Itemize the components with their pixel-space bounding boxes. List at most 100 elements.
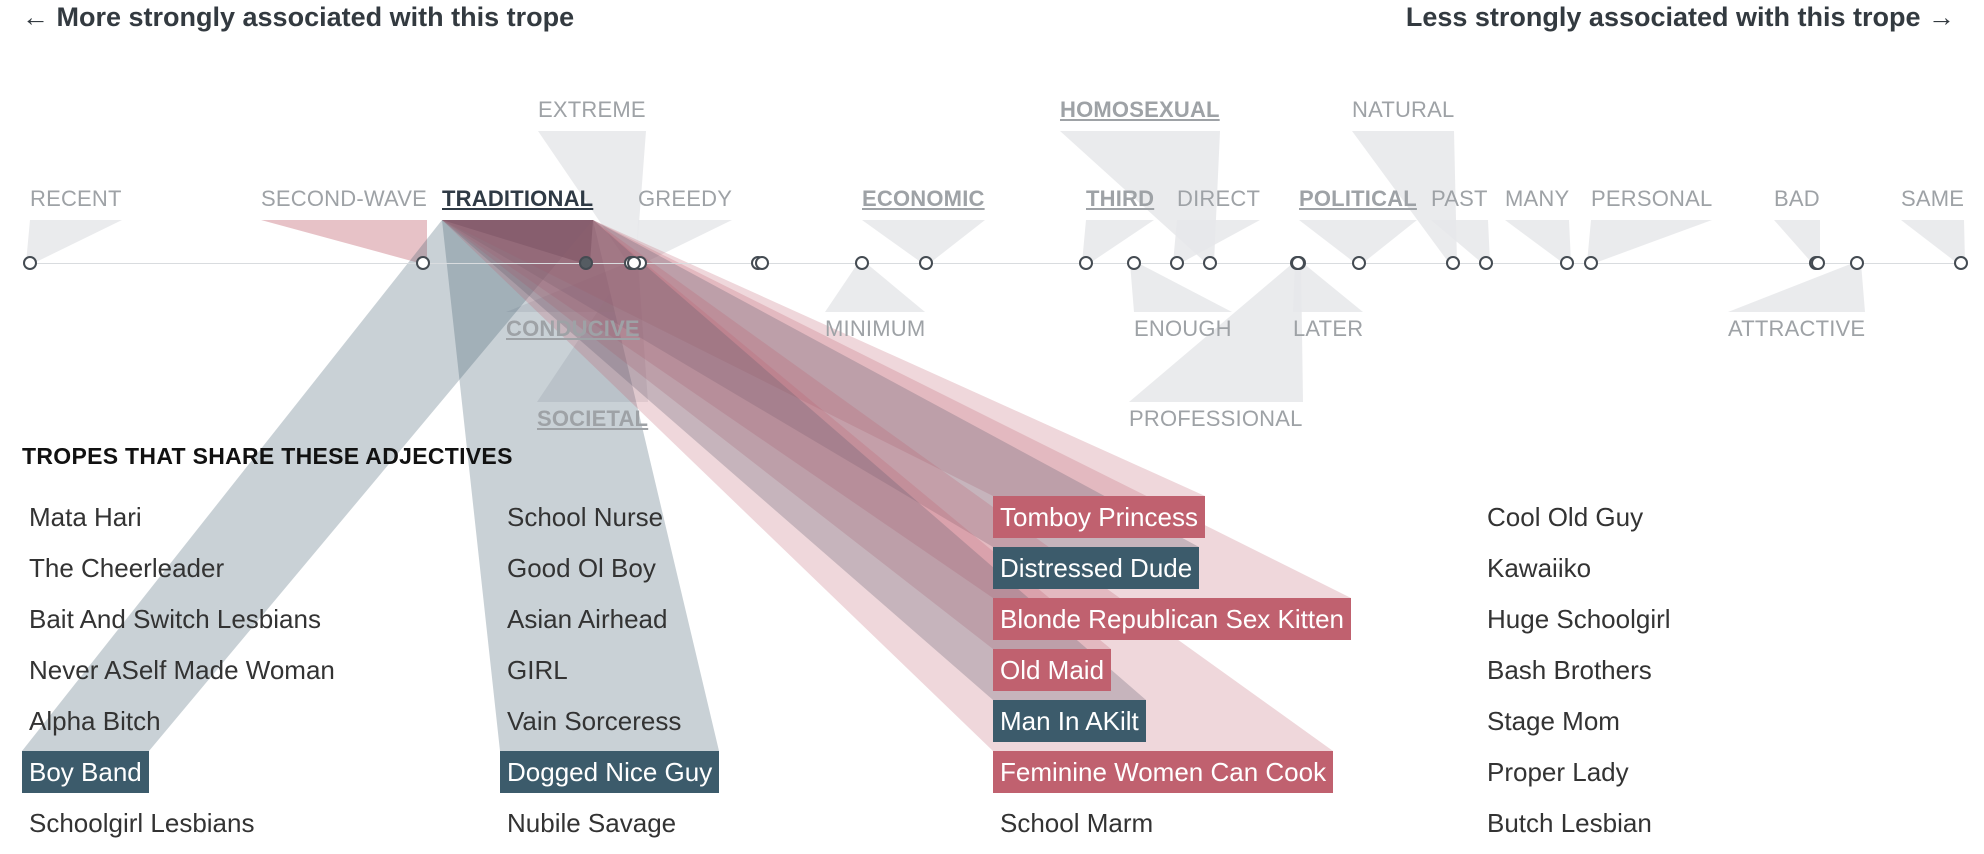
trope-item[interactable]: School Marm bbox=[1000, 808, 1154, 838]
wedge-extreme bbox=[538, 131, 646, 263]
trope-item[interactable]: Asian Airhead bbox=[507, 604, 668, 634]
adjective-dot[interactable] bbox=[1352, 256, 1366, 270]
adjective-dot[interactable] bbox=[1291, 256, 1305, 270]
trope-item[interactable]: Nubile Savage bbox=[507, 808, 677, 838]
adjective-dot[interactable] bbox=[1584, 256, 1598, 270]
wedge-later bbox=[1293, 263, 1363, 312]
trope-item[interactable]: GIRL bbox=[507, 655, 568, 685]
adjective-professional[interactable]: PROFESSIONAL bbox=[1129, 406, 1303, 431]
ribbon-blue bbox=[22, 220, 593, 751]
adjective-dot[interactable] bbox=[1127, 256, 1141, 270]
adjective-attractive[interactable]: ATTRACTIVE bbox=[1728, 316, 1866, 341]
wedge-attractive bbox=[1728, 263, 1865, 312]
wedge-traditional bbox=[442, 220, 593, 263]
trope-item[interactable]: Vain Sorceress bbox=[507, 706, 682, 736]
trope-item[interactable]: Kawaiiko bbox=[1487, 553, 1592, 583]
wedge-recent bbox=[26, 220, 122, 263]
trope-item[interactable]: Bait And Switch Lesbians bbox=[29, 604, 321, 634]
wedge-greedy bbox=[636, 220, 732, 263]
trope-item[interactable]: Dogged Nice Guy bbox=[500, 751, 720, 793]
trope-item[interactable]: Stage Mom bbox=[1487, 706, 1620, 736]
trope-item[interactable]: Bash Brothers bbox=[1487, 655, 1652, 685]
adjective-personal[interactable]: PERSONAL bbox=[1591, 186, 1713, 211]
wedge-economic bbox=[862, 220, 985, 263]
adjective-dot[interactable] bbox=[23, 256, 37, 270]
adjective-dot[interactable] bbox=[416, 256, 430, 270]
adjective-third[interactable]: THIRD bbox=[1086, 186, 1155, 211]
adjective-dot[interactable] bbox=[1170, 256, 1184, 270]
trope-item[interactable]: Huge Schoolgirl bbox=[1487, 604, 1671, 634]
wedge-natural bbox=[1352, 131, 1457, 263]
label-wedges bbox=[26, 131, 1965, 402]
ribbon-red bbox=[442, 220, 1111, 649]
adjective-dot[interactable] bbox=[1850, 256, 1864, 270]
adjective-economic[interactable]: ECONOMIC bbox=[862, 186, 985, 211]
wedge-third bbox=[1082, 220, 1154, 263]
trope-item[interactable]: Man In AKilt bbox=[993, 700, 1146, 742]
adjective-dot[interactable] bbox=[919, 256, 933, 270]
wedge-enough bbox=[1130, 263, 1232, 312]
adjective-traditional[interactable]: TRADITIONAL bbox=[442, 186, 594, 211]
adjective-minimum[interactable]: MINIMUM bbox=[825, 316, 926, 341]
adjective-greedy[interactable]: GREEDY bbox=[638, 186, 733, 211]
wedge-bad bbox=[1774, 220, 1820, 263]
adjective-dot[interactable] bbox=[1079, 256, 1093, 270]
adjective-recent[interactable]: RECENT bbox=[30, 186, 122, 211]
adjective-direct[interactable]: DIRECT bbox=[1177, 186, 1261, 211]
adjective-dot[interactable] bbox=[1811, 256, 1825, 270]
ribbon-blue bbox=[442, 220, 1199, 547]
adjective-societal[interactable]: SOCIETAL bbox=[537, 406, 649, 431]
adjective-bad[interactable]: BAD bbox=[1774, 186, 1820, 211]
adjective-later[interactable]: LATER bbox=[1293, 316, 1364, 341]
trope-item[interactable]: Proper Lady bbox=[1487, 757, 1629, 787]
adjective-homosexual[interactable]: HOMOSEXUAL bbox=[1060, 97, 1220, 122]
trope-item[interactable]: Alpha Bitch bbox=[29, 706, 161, 736]
adjective-political[interactable]: POLITICAL bbox=[1299, 186, 1417, 211]
wedge-societal bbox=[537, 263, 648, 402]
adjective-extreme[interactable]: EXTREME bbox=[538, 97, 646, 122]
wedge-same bbox=[1901, 220, 1965, 263]
trope-item[interactable]: Old Maid bbox=[993, 649, 1112, 691]
trope-item[interactable]: Tomboy Princess bbox=[993, 496, 1205, 538]
adjective-dot[interactable] bbox=[579, 256, 593, 270]
adjective-dot[interactable] bbox=[1479, 256, 1493, 270]
adjective-dot[interactable] bbox=[627, 256, 641, 270]
adjective-conducive[interactable]: CONDUCIVE bbox=[506, 316, 640, 341]
trope-item[interactable]: Never ASelf Made Woman bbox=[29, 655, 335, 685]
adjective-past[interactable]: PAST bbox=[1431, 186, 1488, 211]
trope-item[interactable]: Mata Hari bbox=[29, 502, 142, 532]
adjective-many[interactable]: MANY bbox=[1505, 186, 1570, 211]
ribbon-blue bbox=[442, 220, 1146, 700]
trope-item[interactable]: Schoolgirl Lesbians bbox=[29, 808, 255, 838]
adjective-same[interactable]: SAME bbox=[1901, 186, 1965, 211]
adjective-second-wave[interactable]: SECOND-WAVE bbox=[261, 186, 427, 211]
trope-item[interactable]: Good Ol Boy bbox=[507, 553, 656, 583]
wedge-past bbox=[1431, 220, 1490, 263]
adjective-dot[interactable] bbox=[1954, 256, 1968, 270]
trope-item[interactable]: School Nurse bbox=[507, 502, 664, 532]
tropes-title: TROPES THAT SHARE THESE ADJECTIVES bbox=[22, 443, 513, 469]
adjective-dot[interactable] bbox=[1560, 256, 1574, 270]
adjective-natural[interactable]: NATURAL bbox=[1352, 97, 1455, 122]
trope-item[interactable]: Feminine Women Can Cook bbox=[993, 751, 1334, 793]
adjective-dot[interactable] bbox=[1446, 256, 1460, 270]
adjective-dot[interactable] bbox=[855, 256, 869, 270]
wedge-minimum bbox=[825, 263, 925, 312]
adjective-dot[interactable] bbox=[1203, 256, 1217, 270]
trope-item[interactable]: Butch Lesbian bbox=[1487, 808, 1652, 838]
wedge-direct bbox=[1173, 220, 1260, 263]
wedge-personal bbox=[1587, 220, 1712, 263]
adjective-dot[interactable] bbox=[755, 256, 769, 270]
trope-item[interactable]: The Cheerleader bbox=[29, 553, 225, 583]
right-header: Less strongly associated with this trope… bbox=[1405, 2, 1955, 32]
trope-item[interactable]: Distressed Dude bbox=[993, 547, 1200, 589]
axis-line bbox=[30, 263, 1960, 264]
trope-item[interactable]: Blonde Republican Sex Kitten bbox=[993, 598, 1352, 640]
trope-item[interactable]: Cool Old Guy bbox=[1487, 502, 1644, 532]
adjective-enough[interactable]: ENOUGH bbox=[1134, 316, 1232, 341]
trope-item[interactable]: Boy Band bbox=[22, 751, 149, 793]
wedge-second-wave bbox=[261, 220, 427, 263]
ribbon-red bbox=[442, 220, 1205, 496]
wedge-professional bbox=[1129, 263, 1303, 402]
